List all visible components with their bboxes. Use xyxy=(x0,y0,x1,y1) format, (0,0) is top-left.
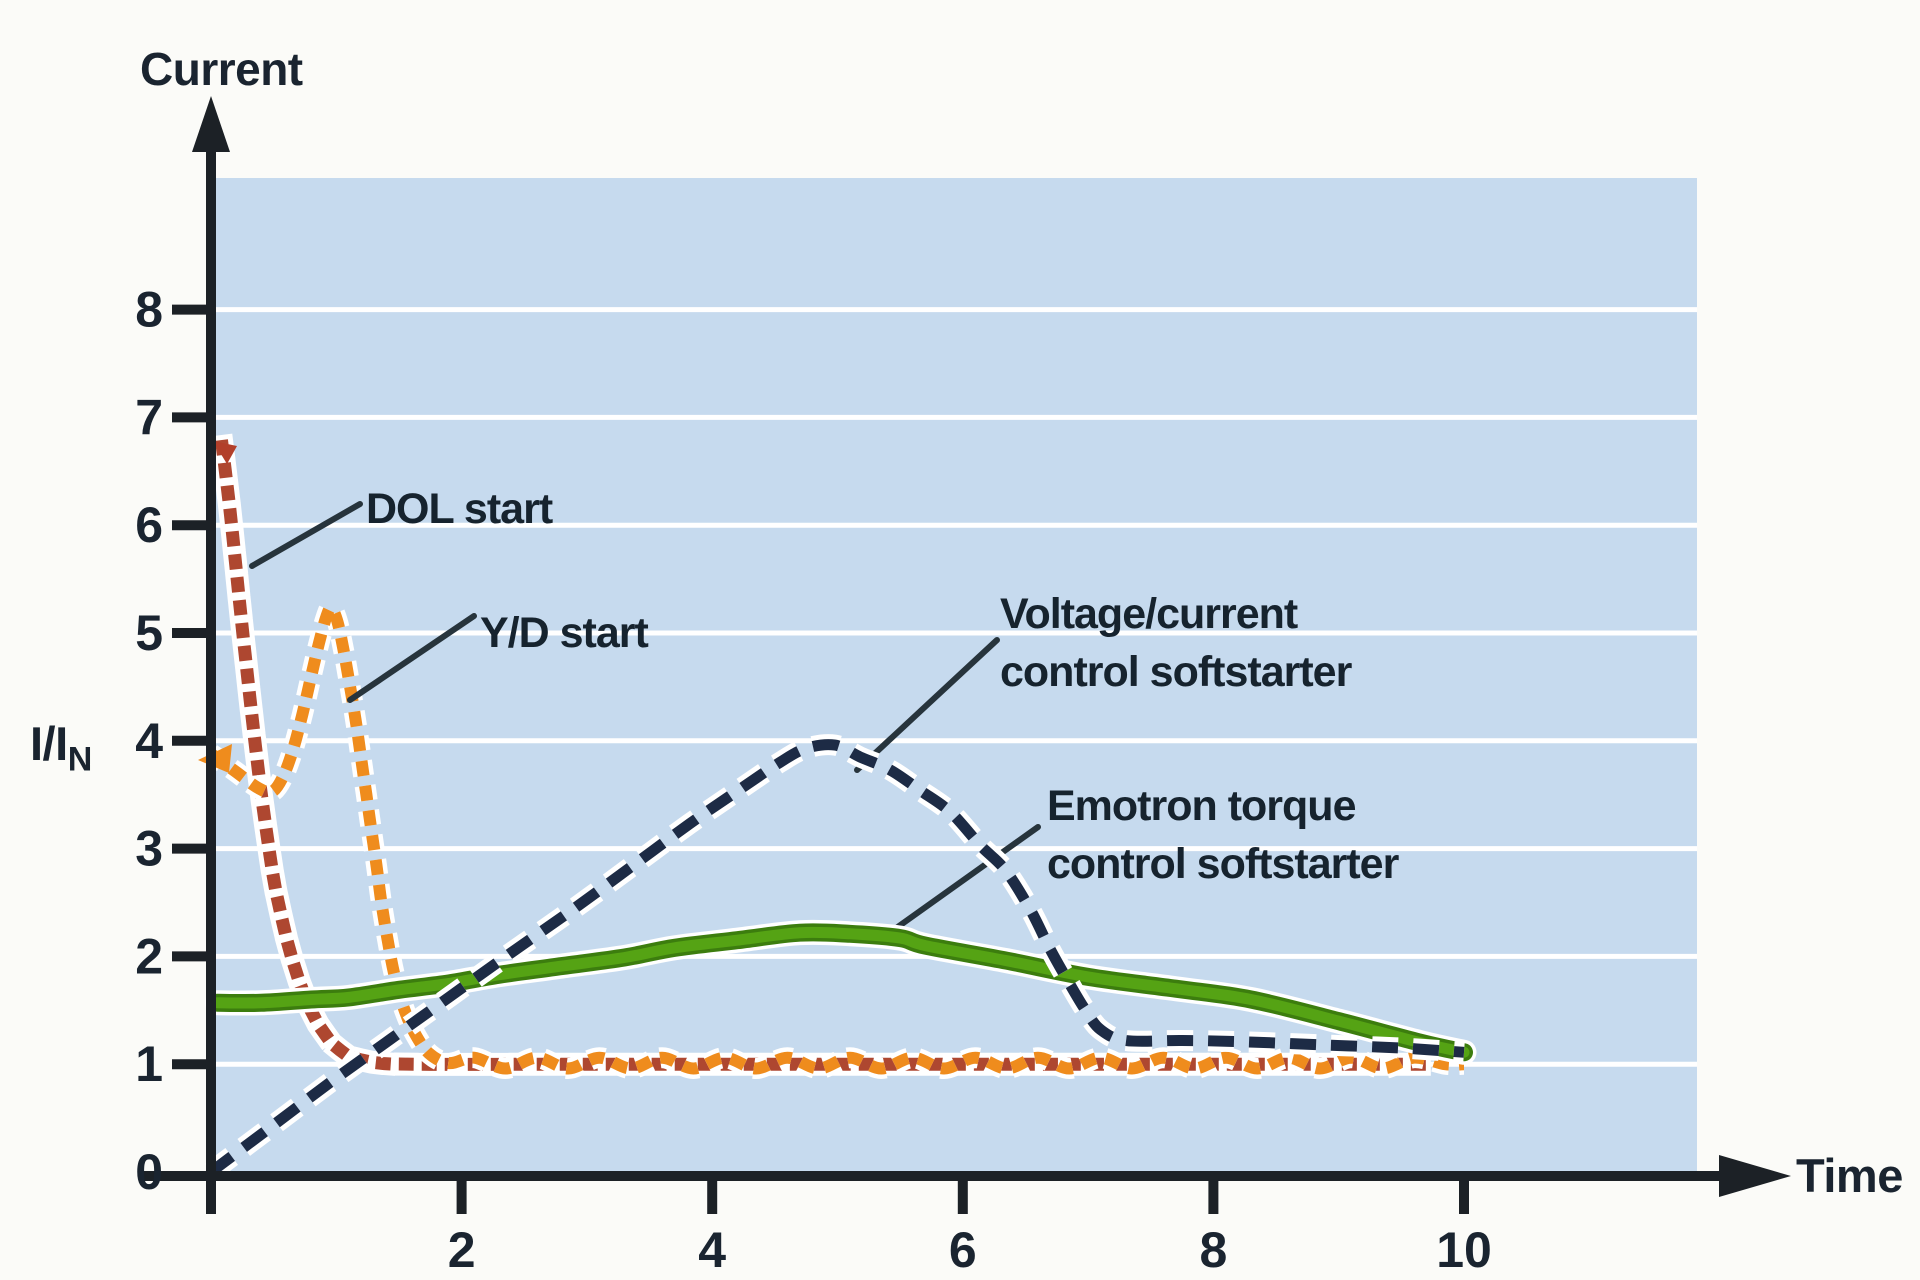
x-tick-label: 6 xyxy=(949,1222,977,1278)
leader-line-dol xyxy=(249,501,363,569)
y-tick-label: 3 xyxy=(135,821,163,877)
x-tick-label: 10 xyxy=(1436,1222,1492,1278)
annotation-line: DOL start xyxy=(366,485,553,533)
annotation-line: control softstarter xyxy=(1000,648,1352,696)
curve-yd xyxy=(207,602,1465,1075)
annotation-label-voltage_current: Voltage/current control softstarter xyxy=(1000,585,1352,701)
y-axis-arrow xyxy=(192,96,230,152)
x-tick-label: 2 xyxy=(448,1222,476,1278)
curve-emotron xyxy=(211,926,1470,1058)
y-tick-label: 2 xyxy=(135,928,163,984)
annotation-label-yd: Y/D start xyxy=(480,604,649,662)
curve-voltage-current xyxy=(207,739,1465,1177)
plot-area xyxy=(211,178,1697,1172)
y-axis-unit-label: I/IN xyxy=(30,716,92,779)
x-axis-title: Time xyxy=(1796,1149,1903,1202)
annotation-line: Emotron torque xyxy=(1047,782,1356,830)
y-tick-label: 0 xyxy=(135,1144,163,1200)
y-tick-label: 5 xyxy=(135,605,163,661)
annotation-label-emotron: Emotron torque control softstarter xyxy=(1047,777,1399,893)
y-axis-unit-main: I/I xyxy=(30,717,68,770)
leader-line-yd xyxy=(347,613,477,703)
x-tick-label: 4 xyxy=(698,1222,726,1278)
annotation-label-dol: DOL start xyxy=(366,480,553,538)
annotation-line: Voltage/current xyxy=(1000,590,1298,638)
y-axis-unit-sub: N xyxy=(67,740,93,779)
y-tick-label: 7 xyxy=(135,389,163,445)
dol-start-arrow xyxy=(213,441,237,464)
y-tick-label: 4 xyxy=(135,713,163,769)
annotation-line: Y/D start xyxy=(480,609,649,657)
y-tick-label: 8 xyxy=(135,282,163,338)
y-tick-label: 6 xyxy=(135,497,163,553)
leader-line-voltage_current xyxy=(854,637,1000,773)
y-tick-label: 1 xyxy=(135,1036,163,1092)
annotation-line: control softstarter xyxy=(1047,840,1399,888)
y-axis-title: Current xyxy=(140,43,303,95)
leader-line-emotron xyxy=(882,824,1041,939)
x-tick-label: 8 xyxy=(1199,1222,1227,1278)
x-axis-arrow xyxy=(1719,1155,1791,1197)
